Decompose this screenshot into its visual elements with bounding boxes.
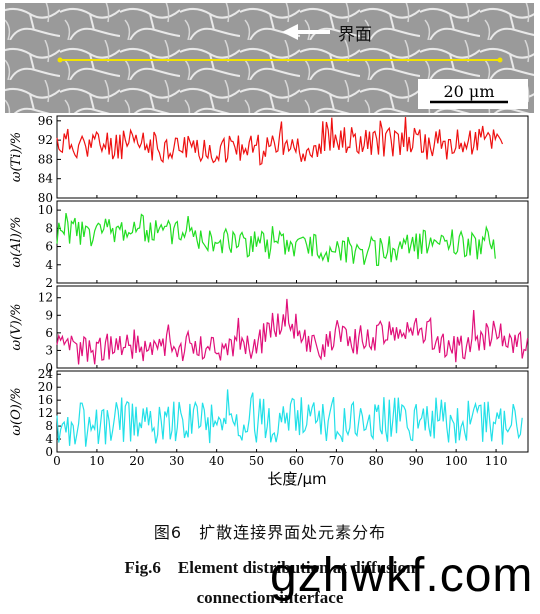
caption-english-line1: Fig.6 Element distribution at diffusion: [124, 558, 416, 577]
y-tick-label: 92: [38, 133, 53, 147]
y-axis-label: ω(V)/%: [9, 304, 24, 351]
y-axis-label: ω(Ti)/%: [9, 132, 24, 182]
y-tick-label: 6: [45, 240, 53, 254]
x-tick-label: 0: [53, 454, 61, 468]
y-tick-label: 88: [38, 152, 53, 166]
x-tick-label: 100: [445, 454, 468, 468]
line-profiles: 8084889296ω(Ti)/%246810ω(Al)/%036912ω(V)…: [9, 114, 529, 468]
y-tick-label: 0: [45, 445, 53, 459]
x-tick-label: 60: [289, 454, 304, 468]
y-tick-label: 84: [38, 172, 54, 186]
micrograph: 界面 20 μm: [5, 3, 534, 113]
panel-frame: [56, 370, 529, 453]
y-tick-label: 0: [45, 361, 53, 375]
y-tick-label: 96: [38, 114, 53, 128]
y-tick-label: 10: [38, 203, 53, 217]
panel-frame: [56, 115, 529, 199]
interface-arrow-icon: [282, 24, 330, 40]
scale-bar-box: [418, 79, 528, 109]
scan-start-point: [57, 57, 63, 63]
y-tick-label: 4: [45, 258, 53, 272]
y-tick-label: 12: [38, 291, 53, 305]
y-tick-label: 12: [38, 406, 53, 420]
x-tick-label: 110: [485, 454, 508, 468]
series-line: [56, 116, 504, 166]
interface-label: 界面: [338, 25, 372, 45]
x-tick-label: 40: [209, 454, 224, 468]
y-tick-label: 8: [45, 221, 53, 235]
x-tick-label: 50: [249, 454, 264, 468]
y-tick-label: 16: [38, 393, 53, 407]
caption-english-line2: connection interface: [196, 588, 344, 607]
figure: 界面 20 μm 8084889296ω(Ti)/%246810ω(Al)/%0…: [5, 3, 534, 488]
x-tick-label: 80: [369, 454, 384, 468]
panel-frame: [56, 285, 529, 369]
y-tick-label: 4: [45, 432, 53, 446]
y-tick-label: 8: [45, 419, 53, 433]
y-tick-label: 6: [45, 326, 53, 340]
series-line: [56, 389, 523, 447]
series-line: [56, 298, 529, 365]
y-tick-label: 9: [45, 308, 53, 322]
y-tick-label: 3: [45, 343, 53, 357]
y-axis-label: ω(O)/%: [9, 387, 24, 435]
scan-end-point: [497, 57, 503, 63]
x-axis-label: 长度/μm: [267, 470, 326, 488]
y-tick-label: 24: [38, 367, 54, 381]
caption-chinese: 图6 扩散连接界面处元素分布: [153, 523, 387, 542]
series-line: [56, 212, 496, 267]
panel-frame: [56, 200, 529, 284]
x-tick-label: 70: [329, 454, 344, 468]
y-tick-label: 2: [45, 276, 53, 290]
y-tick-label: 20: [38, 380, 53, 394]
y-tick-label: 80: [38, 191, 53, 205]
x-tick-label: 90: [409, 454, 424, 468]
y-axis-label: ω(Al)/%: [9, 216, 24, 267]
x-tick-label: 20: [129, 454, 144, 468]
scale-bar-label: 20 μm: [443, 82, 494, 101]
x-tick-label: 30: [169, 454, 184, 468]
x-tick-label: 10: [89, 454, 104, 468]
watermark: gzhwkf.com: [270, 549, 534, 602]
